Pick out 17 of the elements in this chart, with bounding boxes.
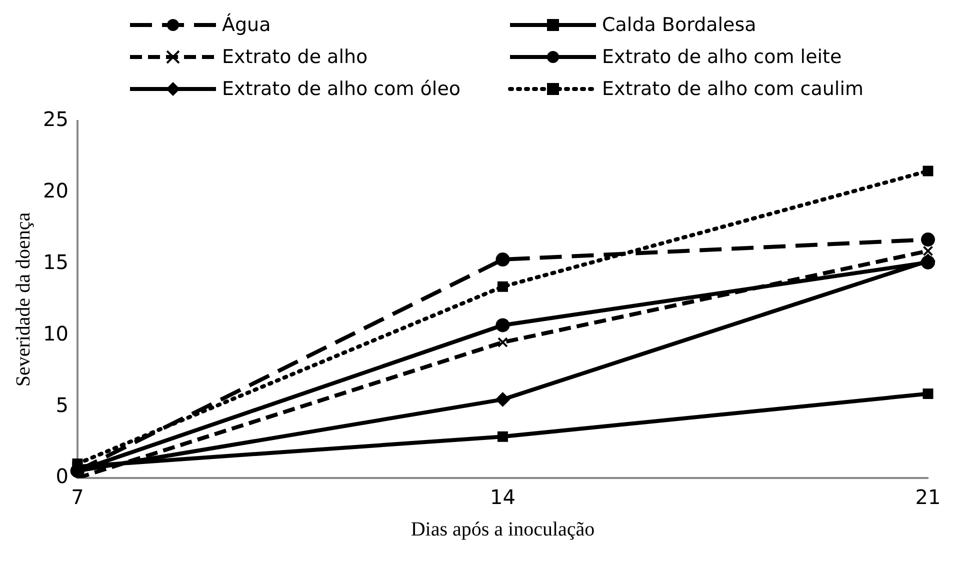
y-tick-label: 20	[42, 178, 68, 203]
y-axis-title: Severidade da doença	[12, 212, 34, 387]
y-tick-label: 25	[42, 107, 68, 132]
x-tick-label: 7	[71, 485, 84, 510]
legend-label: Extrato de alho com leite	[602, 46, 842, 68]
x-tick-label: 14	[490, 485, 516, 510]
legend-label: Extrato de alho com óleo	[222, 78, 461, 100]
legend-label: Extrato de alho com caulim	[602, 78, 864, 100]
legend-label: Extrato de alho	[222, 46, 368, 68]
y-tick-label: 5	[56, 392, 68, 417]
y-tick-label: 10	[42, 321, 68, 346]
x-tick-label: 21	[915, 485, 941, 510]
y-tick-label: 15	[42, 250, 68, 274]
legend-label: Água	[222, 14, 271, 36]
legend-label: Calda Bordalesa	[602, 14, 756, 36]
x-axis-title: Dias após a inoculação	[410, 518, 595, 540]
y-tick-label: 0	[56, 464, 68, 488]
